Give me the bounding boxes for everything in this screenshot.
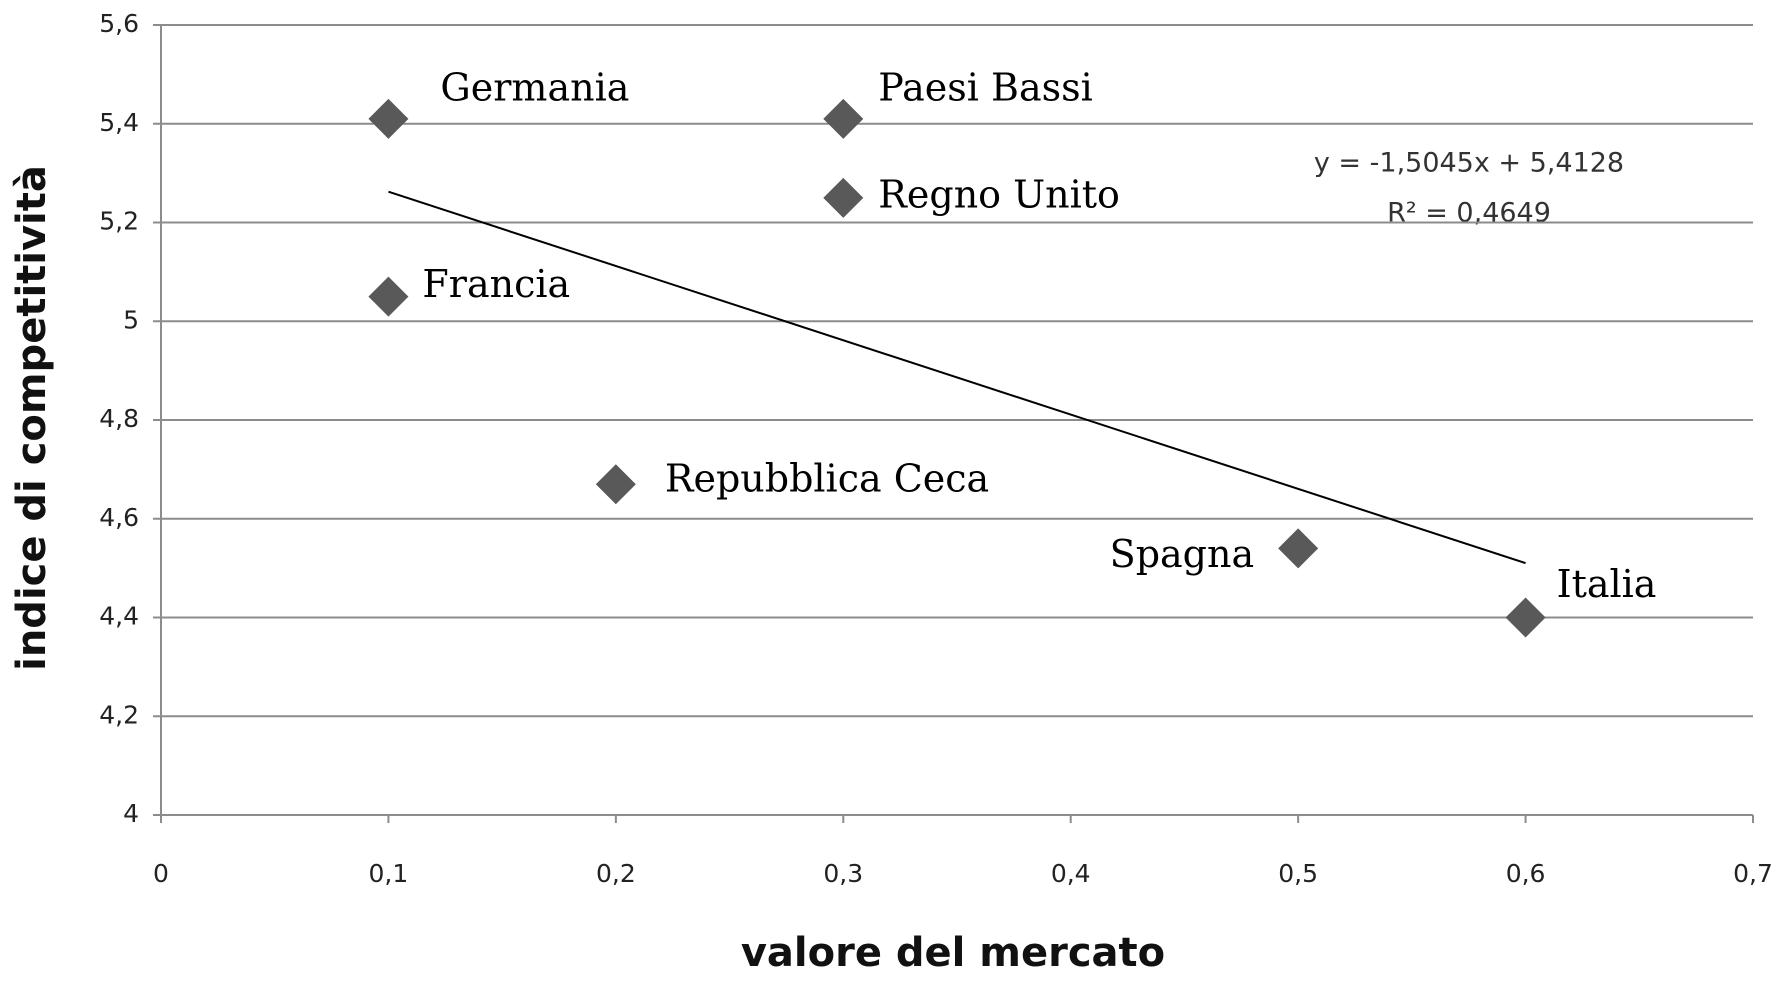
point-label: Paesi Bassi xyxy=(878,65,1092,109)
x-tick-label: 0,5 xyxy=(1278,859,1318,888)
y-tick-label: 4,6 xyxy=(99,503,139,532)
y-tick-label: 4,4 xyxy=(99,602,139,631)
x-tick-label: 0,4 xyxy=(1051,859,1091,888)
x-axis-title: valore del mercato xyxy=(741,930,1165,976)
y-tick-label: 5,6 xyxy=(99,9,139,38)
point xyxy=(368,276,409,317)
y-tick-label: 4 xyxy=(123,799,139,828)
y-tick-label: 4,8 xyxy=(99,404,139,433)
point-label: Germania xyxy=(440,65,629,109)
x-tick-label: 0,6 xyxy=(1506,859,1546,888)
point-label: Spagna xyxy=(1110,532,1254,576)
trendline-r2: R² = 0,4649 xyxy=(1387,198,1551,229)
y-tick-label: 4,2 xyxy=(99,700,139,729)
x-tick-label: 0,2 xyxy=(596,859,636,888)
point-label: Repubblica Ceca xyxy=(665,457,989,501)
y-tick-label: 5,2 xyxy=(99,207,139,236)
point xyxy=(823,98,864,139)
y-tick-label: 5 xyxy=(123,305,139,334)
trendline xyxy=(388,190,1526,565)
point xyxy=(1505,597,1546,638)
x-tick-label: 0,1 xyxy=(369,859,409,888)
point xyxy=(368,98,409,139)
point-label: Francia xyxy=(422,262,570,306)
trendline-equation: y = -1,5045x + 5,4128 xyxy=(1314,148,1624,179)
y-tick-label: 5,4 xyxy=(99,108,139,137)
x-tick-label: 0,3 xyxy=(823,859,863,888)
x-tick-label: 0,7 xyxy=(1733,859,1773,888)
x-tick-label: 0 xyxy=(153,859,169,888)
point-label: Regno Unito xyxy=(878,172,1120,216)
point-label: Italia xyxy=(1557,562,1657,606)
point xyxy=(823,177,864,218)
point xyxy=(1278,528,1319,569)
y-axis-title: indice di competitività xyxy=(9,165,55,671)
point xyxy=(595,464,636,505)
